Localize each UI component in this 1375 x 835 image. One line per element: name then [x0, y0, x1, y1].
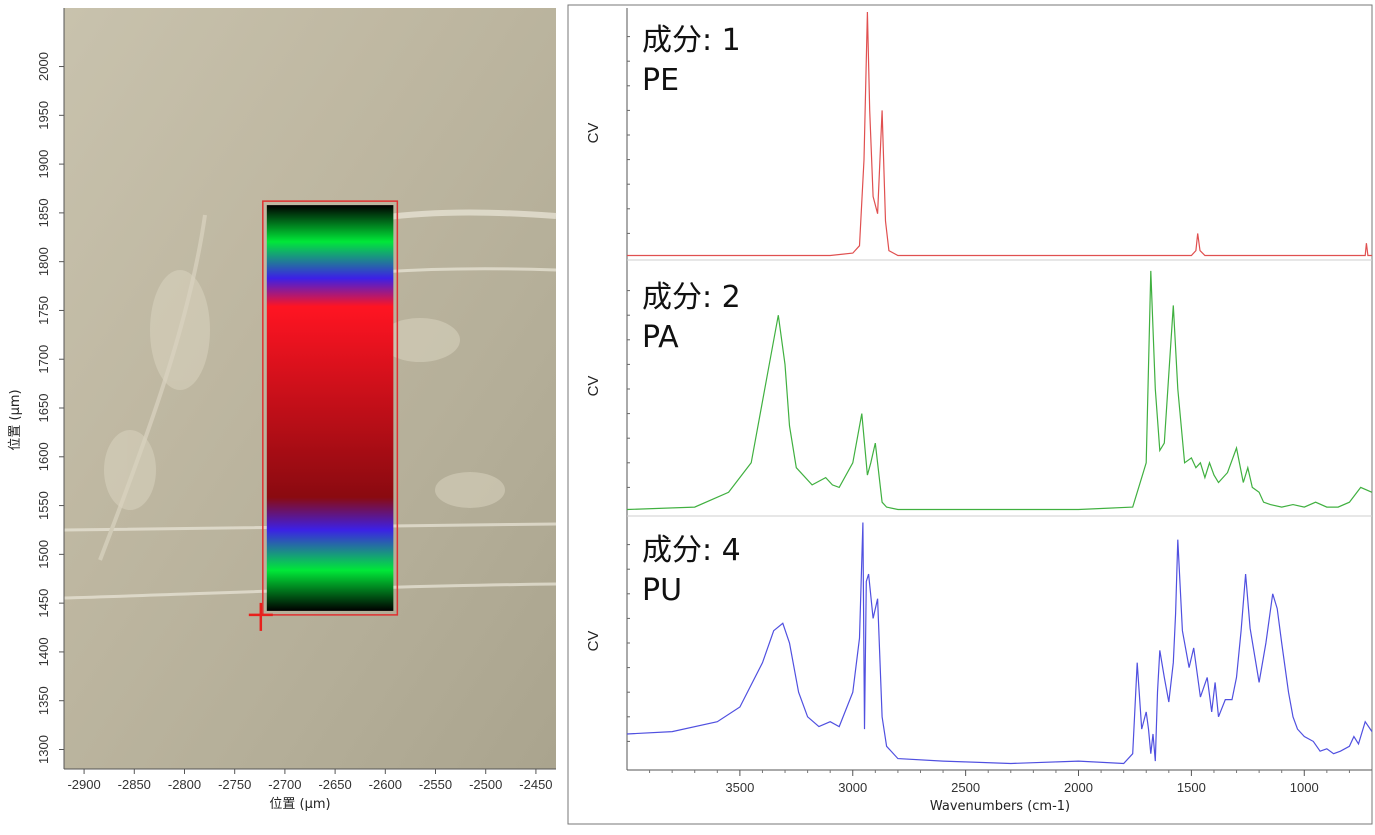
map-x-tick-label: -2650: [318, 777, 351, 792]
map-x-tick-label: -2900: [67, 777, 100, 792]
map-x-tick-label: -2600: [369, 777, 402, 792]
panel-subtitle-pu: PU: [642, 573, 682, 608]
spectra-x-tick-label: 3500: [725, 780, 754, 795]
spectra-x-ticks: 3500 3000 2500 2000 1500 1000: [649, 770, 1373, 795]
panel-subtitle-pe: PE: [642, 63, 679, 98]
spectrum-panel-pe: 成分: 1 PE CV: [585, 11, 1372, 257]
map-y-axis-title: 位置 (µm): [8, 389, 23, 450]
panel-ylabel-pa: CV: [585, 376, 602, 397]
map-y-tick-label: 1850: [36, 198, 51, 227]
panel-ylabel-pe: CV: [585, 123, 602, 144]
map-y-tick-label: 1400: [36, 637, 51, 666]
map-y-tick-label: 1500: [36, 540, 51, 569]
y-minor-ticks-pe: [627, 36, 630, 234]
mapped-region-image: [266, 205, 394, 611]
map-x-ticks: -2900 -2850 -2800 -2750 -2700 -2650 -2600 -2550…: [67, 769, 553, 792]
map-y-tick-label: 2000: [36, 52, 51, 81]
map-x-axis-title: 位置 (µm): [269, 797, 330, 812]
map-x-tick-label: -2850: [118, 777, 151, 792]
mapped-region-outline: [262, 200, 399, 616]
map-x-tick-label: -2450: [519, 777, 552, 792]
map-y-tick-label: 1900: [36, 150, 51, 179]
map-x-tick-label: -2700: [268, 777, 301, 792]
map-y-tick-label: 1800: [36, 247, 51, 276]
map-x-tick-label: -2800: [168, 777, 201, 792]
microscope-map-figure: -2900 -2850 -2800 -2750 -2700 -2650 -2600 -2550…: [8, 8, 557, 812]
map-y-tick-label: 1650: [36, 394, 51, 423]
map-y-tick-label: 1600: [36, 442, 51, 471]
spectra-frame: [567, 4, 1373, 825]
map-x-tick-label: -2500: [469, 777, 502, 792]
y-minor-ticks-pa: [627, 290, 630, 488]
map-y-ticks: 1300 1350 1400 1450 1500 1550 1600 1650 1700 1750…: [36, 52, 64, 764]
spectrum-line-pu: [626, 522, 1373, 765]
origin-marker: [248, 602, 273, 631]
spectra-x-tick-label: 2500: [951, 780, 980, 795]
panel-subtitle-pa: PA: [642, 320, 679, 355]
map-y-tick-label: 1300: [36, 735, 51, 764]
spectra-x-tick-label: 1500: [1177, 780, 1206, 795]
spectra-x-tick-label: 2000: [1064, 780, 1093, 795]
spectrum-line-pe: [627, 11, 1372, 257]
panel-ylabel-pu: CV: [585, 631, 602, 652]
map-y-tick-label: 1450: [36, 589, 51, 618]
spectrum-line-pa: [626, 270, 1373, 511]
map-x-tick-label: -2550: [419, 777, 452, 792]
spectra-x-tick-label: 3000: [838, 780, 867, 795]
map-y-tick-label: 1950: [36, 101, 51, 130]
map-y-tick-label: 1550: [36, 491, 51, 520]
panel-title-pe: 成分: 1: [642, 23, 741, 58]
y-minor-ticks-pu: [627, 544, 630, 742]
map-y-tick-label: 1350: [36, 686, 51, 715]
map-y-tick-label: 1700: [36, 345, 51, 374]
spectra-x-axis-title: Wavenumbers (cm-1): [930, 799, 1070, 814]
panel-title-pa: 成分: 2: [642, 280, 741, 315]
sample-texture: [104, 270, 505, 510]
spectrum-panel-pa: 成分: 2 PA CV: [585, 270, 1373, 511]
map-y-tick-label: 1750: [36, 296, 51, 325]
panel-title-pu: 成分: 4: [642, 533, 741, 568]
spectrum-panel-pu: 成分: 4 PU CV: [585, 522, 1373, 765]
spectra-x-tick-label: 1000: [1290, 780, 1319, 795]
map-x-tick-label: -2750: [218, 777, 251, 792]
